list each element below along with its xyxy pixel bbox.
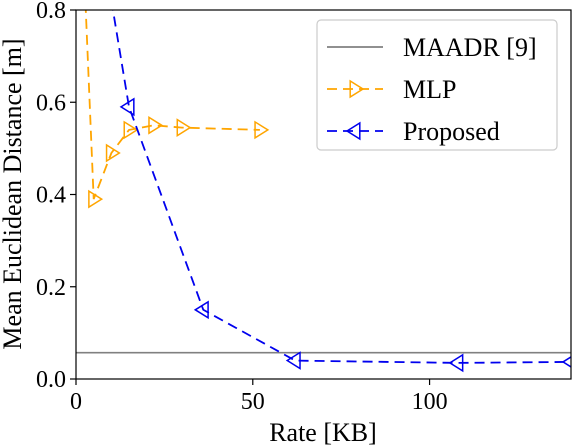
legend-marker-proposed [345, 121, 361, 141]
y-tick-label: 0.2 [36, 275, 66, 301]
data-point-proposed [119, 97, 135, 117]
y-axis-title: Mean Euclidean Distance [m] [0, 38, 27, 349]
axes: 0 50 100 0.0 0.2 0.4 0.6 0.8 [36, 0, 448, 415]
data-point-proposed [285, 351, 301, 370]
y-tick-label: 0.8 [36, 0, 66, 24]
data-point-mlp [105, 143, 121, 163]
x-tick-label: 0 [70, 389, 82, 415]
x-axis-title: Rate [KB] [269, 418, 377, 446]
legend: MAADR [9] MLP Proposed [316, 19, 558, 151]
data-point-mlp [176, 118, 192, 137]
data-point-mlp [254, 120, 270, 140]
y-tick-label: 0.0 [36, 367, 66, 393]
x-tick-label: 100 [412, 389, 448, 415]
data-point-proposed [448, 353, 464, 373]
series-line-proposed [112, 10, 571, 364]
legend-label-proposed: Proposed [403, 117, 500, 146]
data-point-mlp [88, 189, 104, 209]
legend-marker-mlp [349, 79, 365, 99]
series-line-mlp [84, 10, 260, 200]
x-tick-label: 50 [241, 389, 265, 415]
legend-label-mlp: MLP [403, 75, 456, 104]
legend-label-maadr-9: MAADR [9] [403, 33, 537, 62]
data-point-mlp [148, 115, 164, 135]
data-point-proposed [561, 356, 571, 368]
y-tick-label: 0.6 [36, 90, 66, 116]
y-tick-label: 0.4 [36, 183, 66, 209]
data-point-mlp [123, 120, 139, 140]
data-point-proposed [193, 300, 209, 320]
legend-box [316, 19, 558, 151]
plot-area [76, 10, 571, 373]
